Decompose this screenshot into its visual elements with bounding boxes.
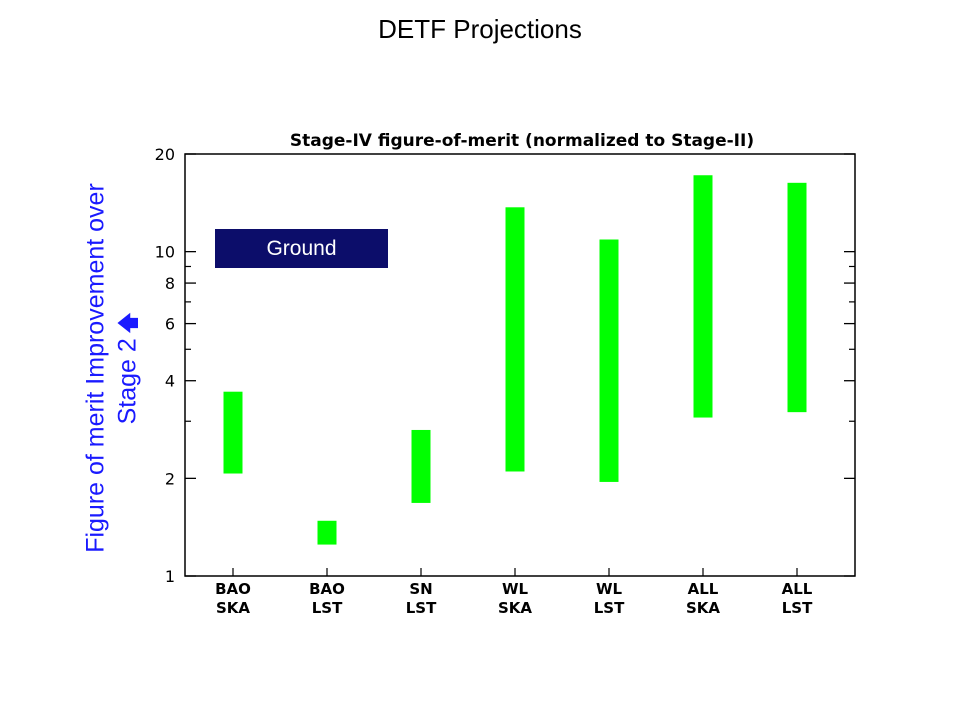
x-tick-label: SKA xyxy=(498,599,532,617)
bar-bao-ska xyxy=(223,391,243,474)
y-tick-label: 6 xyxy=(165,315,175,334)
chart-title: Stage-IV figure-of-merit (normalized to … xyxy=(290,131,754,151)
y-tick-label: 4 xyxy=(165,372,175,391)
y-tick-label: 8 xyxy=(165,274,175,293)
x-tick-label: BAO xyxy=(215,580,251,598)
y-tick-label: 1 xyxy=(165,567,175,586)
ground-badge: Ground xyxy=(215,229,388,268)
plot-frame xyxy=(184,153,856,577)
y-tick-label: 10 xyxy=(155,243,175,262)
bar-all-ska xyxy=(693,175,713,418)
x-tick-label: SKA xyxy=(686,599,720,617)
bar-bao-lst xyxy=(317,520,337,545)
bars-group xyxy=(223,175,807,545)
slide-title: DETF Projections xyxy=(378,14,582,44)
x-tick-label: LST xyxy=(782,599,813,617)
x-tick-label: ALL xyxy=(782,580,813,598)
y-tick-label: 20 xyxy=(155,145,175,164)
x-tick-label: BAO xyxy=(309,580,345,598)
x-tick-label: SN xyxy=(409,580,432,598)
x-tick-label: WL xyxy=(502,580,529,598)
bar-wl-lst xyxy=(599,239,619,482)
x-tick-label: LST xyxy=(594,599,625,617)
x-tick-label: SKA xyxy=(216,599,250,617)
y-tick-label: 2 xyxy=(165,469,175,488)
x-tick-label: WL xyxy=(596,580,623,598)
bar-sn-lst xyxy=(411,429,431,503)
x-tick-label: ALL xyxy=(688,580,719,598)
x-tick-label: LST xyxy=(312,599,343,617)
x-tick-label: LST xyxy=(406,599,437,617)
y-axis: 1 2 4 6 8 10 20 xyxy=(155,145,855,586)
bar-all-lst xyxy=(787,182,807,413)
bar-wl-ska xyxy=(505,207,525,472)
